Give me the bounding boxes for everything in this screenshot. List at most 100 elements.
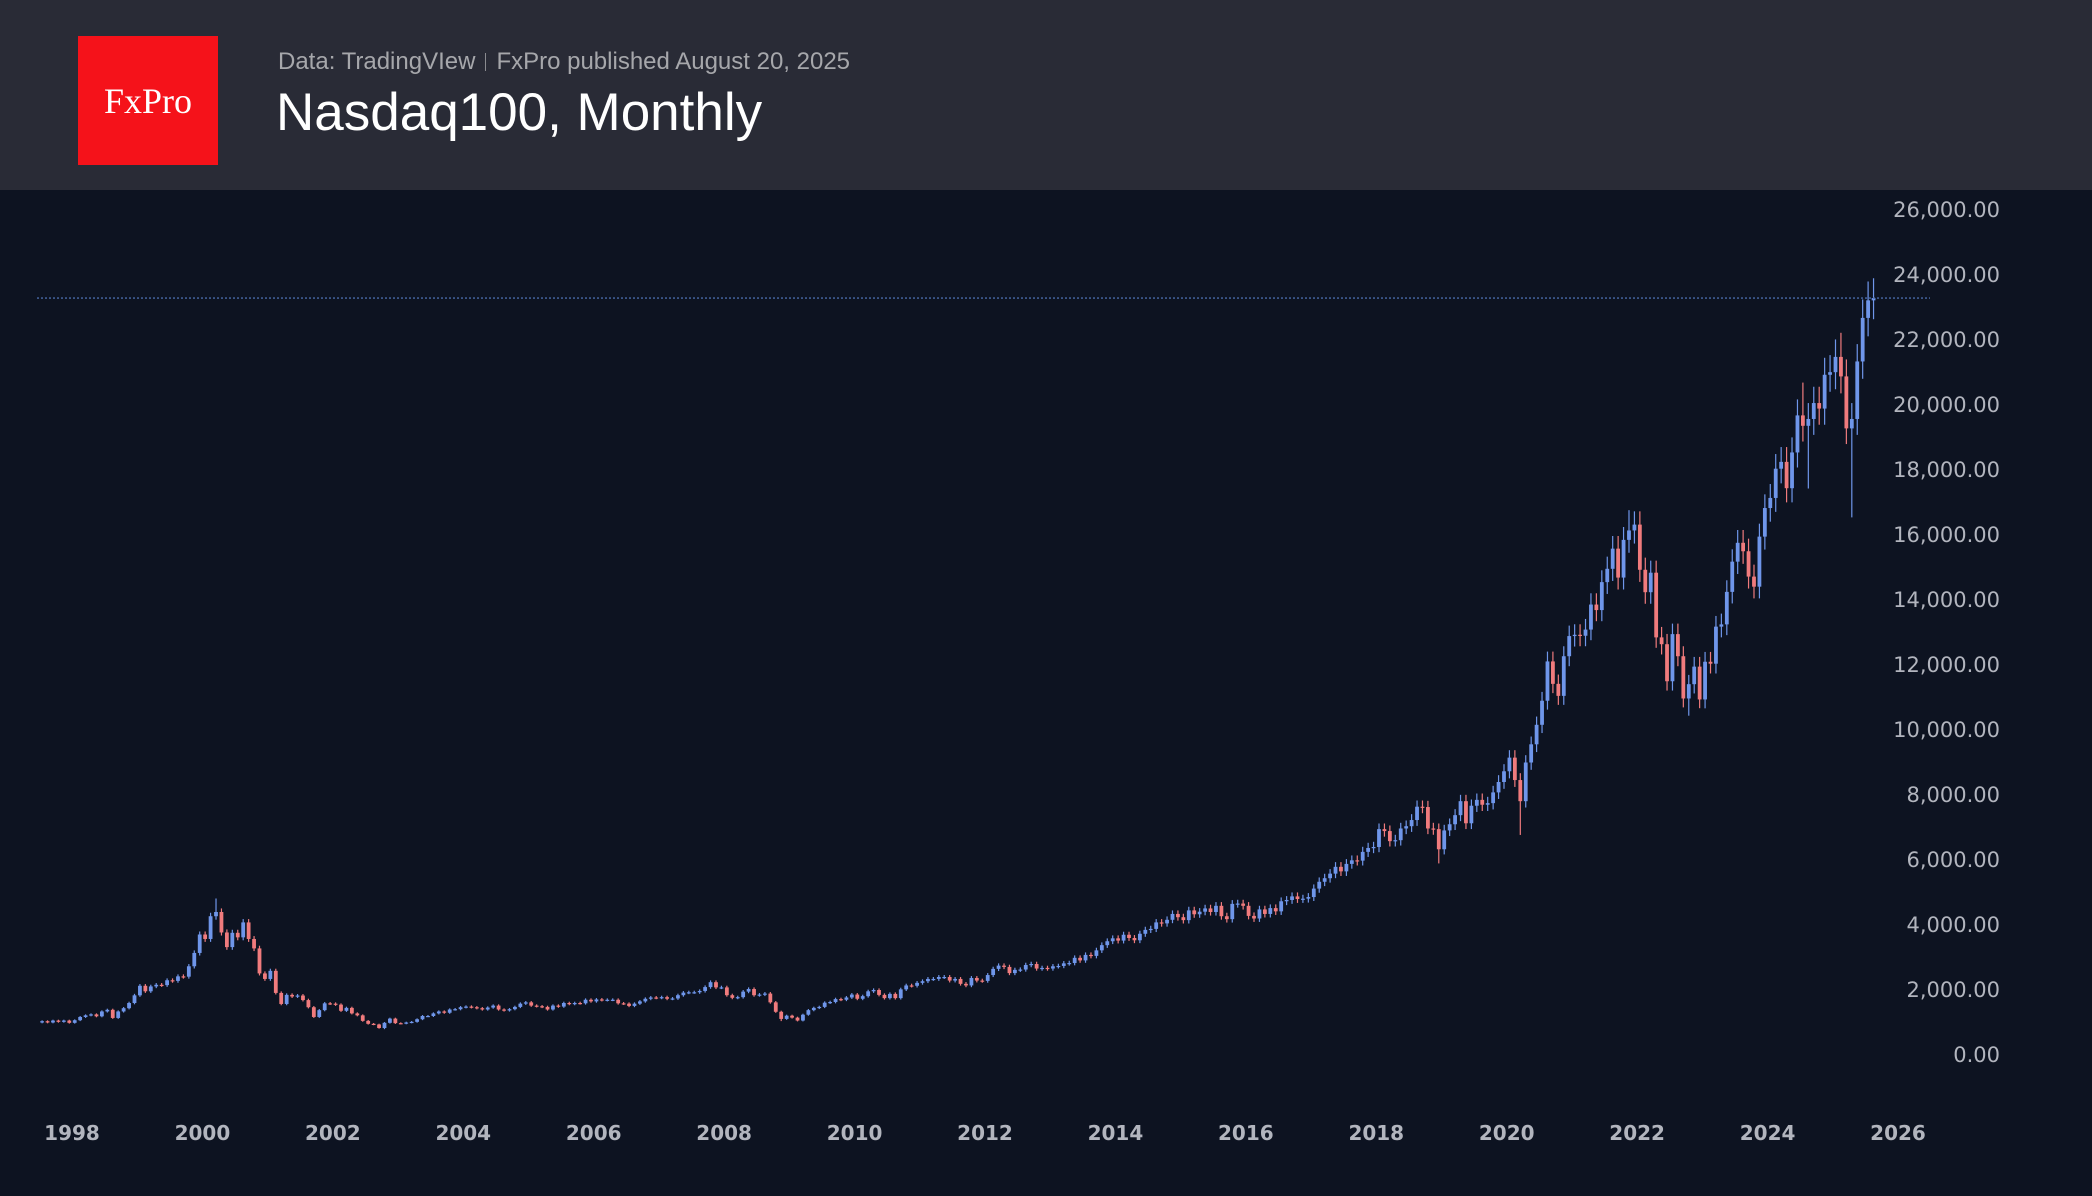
candle-body [1518,780,1523,802]
separator [485,53,487,71]
candle-body [1056,965,1061,968]
candle-body [1540,700,1544,725]
candle-body [447,1009,452,1013]
candle-body [51,1020,55,1023]
candle-body [942,977,947,979]
candle-body [143,985,148,992]
candle-body [1051,966,1055,969]
candle-body [436,1011,441,1014]
x-tick-label: 2016 [1218,1121,1274,1145]
candle-body [1203,908,1207,912]
candle-body [1458,801,1463,816]
candle-body [154,984,159,987]
candle-body [773,1002,778,1012]
candle-body [263,973,267,979]
candle-body [1676,634,1680,657]
candle-body [1241,903,1246,906]
candle-body [426,1016,430,1018]
candle-body [795,1017,800,1021]
candle-body [1578,634,1582,636]
candle-body [1839,356,1843,377]
candle-body [561,1003,566,1007]
y-tick-label: 2,000.00 [1906,978,2000,1002]
candle-body [616,999,621,1004]
candle-body [540,1006,544,1008]
candle-body [1719,624,1724,627]
candle-body [887,993,892,999]
candle-body [1023,964,1028,970]
candle-body [936,977,941,979]
candle-body [507,1009,512,1011]
candle-body [1866,300,1871,318]
candle-body [1061,963,1066,966]
candle-body [1284,899,1289,902]
candle-body [1708,661,1713,664]
candle-body [1105,941,1110,946]
y-tick-label: 4,000.00 [1906,913,2000,937]
candle-body [1355,860,1360,862]
candle-body [1703,661,1707,700]
published-date: FxPro published August 20, 2025 [496,48,851,75]
candle-body [1855,361,1860,419]
candle-body [94,1014,99,1017]
candle-body [1811,403,1816,419]
candle-body [116,1011,121,1018]
candle-body [1746,551,1751,577]
candle-body [1067,963,1072,965]
candle-body [719,987,724,989]
candle-body [1426,807,1430,829]
candle-body [366,1020,371,1024]
candle-body [1730,561,1735,592]
candle-body [333,1003,338,1005]
candle-body [1806,418,1811,426]
candle-body [1257,909,1262,919]
x-tick-label: 2014 [1088,1121,1144,1145]
candle-body [1670,634,1675,682]
candle-body [317,1010,322,1017]
candle-body [56,1020,61,1022]
candle-body [1192,910,1197,915]
candle-body [388,1018,392,1023]
x-tick-label: 2022 [1609,1121,1665,1145]
candle-body [801,1014,805,1021]
candle-body [1094,950,1099,956]
candle-body [1572,634,1577,637]
x-tick-label: 2024 [1740,1121,1796,1145]
candle-body [931,978,936,981]
y-tick-label: 10,000.00 [1893,718,2000,742]
candle-body [1306,897,1311,899]
candle-body [1833,356,1838,373]
candle-body [882,994,887,999]
candle-body [980,980,985,982]
candle-body [1224,916,1229,920]
candle-body [328,1003,333,1005]
candle-body [784,1015,789,1019]
x-tick-label: 2006 [566,1121,622,1145]
candle-body [105,1009,110,1012]
candle-body [811,1007,816,1011]
x-tick-label: 1998 [44,1121,100,1145]
candle-body [279,992,284,1004]
candle-body [1040,967,1044,970]
candle-body [1078,957,1083,961]
candle-body [697,990,702,993]
y-axis: 0.00 2,000.00 4,000.00 6,000.00 8,000.00 10,0… [1893,198,2000,1067]
candle-body [909,985,914,987]
candle-body [1214,905,1218,912]
candle-body [40,1021,45,1023]
candle-body [1186,910,1191,921]
candle-body [1110,938,1115,942]
candle-body [398,1023,403,1025]
candle-body [523,1002,528,1004]
candle-body [996,965,1001,969]
candle-body [1387,831,1392,842]
candle-body [958,978,963,984]
candle-body [192,952,197,967]
candle-body [1507,757,1512,772]
candle-body [1029,964,1034,966]
candle-body [89,1014,93,1016]
y-tick-label: 0.00 [1953,1043,2000,1067]
candle-body [1099,945,1104,951]
candle-body [1686,684,1691,699]
candle-body [1143,929,1148,934]
